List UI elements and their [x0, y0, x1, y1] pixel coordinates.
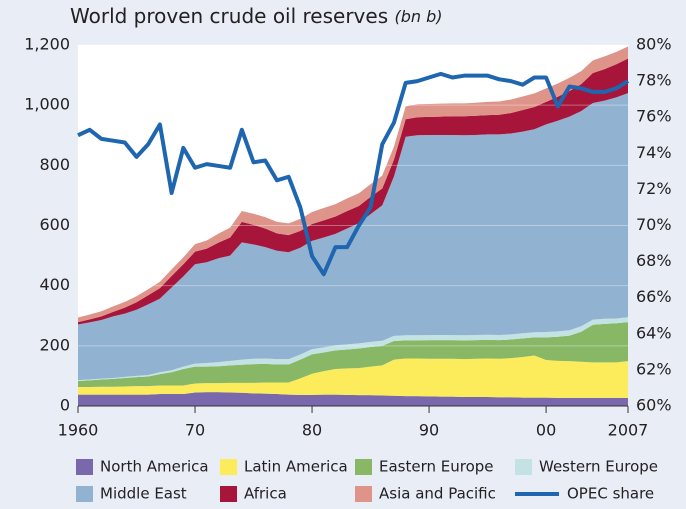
y-tick-label: 1,000 [24, 95, 70, 114]
y2-tick-label: 74% [636, 143, 672, 162]
y2-tick-label: 76% [636, 107, 672, 126]
area [78, 392, 628, 406]
subtitle: (bn b) [394, 7, 442, 26]
area [78, 355, 628, 398]
title: World proven crude oil reserves [70, 4, 388, 28]
y-tick-label: 800 [39, 155, 70, 174]
y-tick-label: 200 [39, 335, 70, 354]
line [77, 71, 630, 277]
y2-tick-label: 60% [636, 396, 672, 415]
y-tick-label: 600 [39, 215, 70, 234]
legend-swatch [515, 459, 532, 475]
area [78, 58, 628, 325]
legend-label: Western Europe [539, 458, 658, 476]
legend-swatch [355, 486, 372, 502]
x-tick-label: 1960 [58, 421, 99, 440]
legend-swatch [76, 486, 93, 502]
x-tick-label: 90 [419, 421, 439, 440]
legend-label: Middle East [100, 485, 187, 503]
x-tick-label: 70 [185, 421, 205, 440]
legend-swatch [76, 459, 93, 475]
x-tick-label: 2007 [608, 421, 649, 440]
legend-label: Latin America [244, 458, 348, 476]
x-tick-label: 80 [302, 421, 322, 440]
y2-tick-label: 70% [636, 215, 672, 234]
chart-title: World proven crude oil reserves (bn b) [70, 4, 443, 28]
y-tick-label: 1,200 [24, 35, 70, 54]
x-tick-label: 00 [536, 421, 556, 440]
legend-swatch [220, 486, 237, 502]
legend-label: North America [100, 458, 209, 476]
legend-label: Africa [244, 485, 287, 503]
area [78, 322, 628, 388]
y-tick-label: 0 [60, 396, 70, 415]
y2-tick-label: 72% [636, 179, 672, 198]
legend-label: OPEC share [567, 485, 654, 503]
area [78, 317, 628, 382]
legend-label: Eastern Europe [379, 458, 494, 476]
legend-swatch [220, 459, 237, 475]
y2-tick-label: 80% [636, 35, 672, 54]
y2-tick-label: 64% [636, 323, 672, 342]
y2-tick-label: 78% [636, 71, 672, 90]
legend-swatch [355, 459, 372, 475]
y2-tick-label: 68% [636, 251, 672, 270]
y2-tick-label: 62% [636, 359, 672, 378]
y2-tick-label: 66% [636, 287, 672, 306]
y-tick-label: 400 [39, 275, 70, 294]
legend-label: Asia and Pacific [379, 485, 496, 503]
